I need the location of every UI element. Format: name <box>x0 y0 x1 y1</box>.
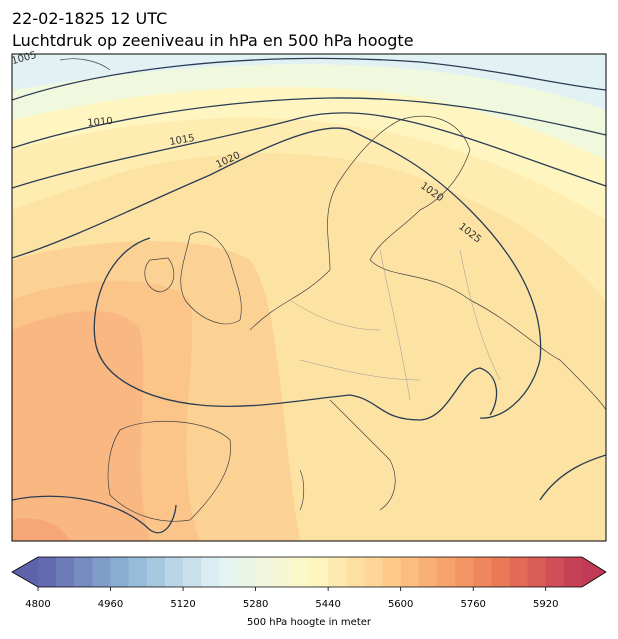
coastline <box>180 231 242 325</box>
height-fill <box>12 311 150 541</box>
isobar <box>12 97 606 149</box>
coastline <box>249 116 606 411</box>
colorbar-tick-label: 5280 <box>243 599 268 610</box>
height-fill <box>12 54 606 160</box>
contour-label: 1010 <box>87 116 113 129</box>
colorbar-cell <box>128 557 148 587</box>
colorbar-cell <box>418 557 438 587</box>
colorbar-cell <box>273 557 293 587</box>
colorbar-cell <box>74 557 93 587</box>
colorbar-cell <box>56 557 75 587</box>
colorbar-cell <box>310 557 329 587</box>
colorbar-cell <box>436 557 456 587</box>
isobar <box>93 237 498 421</box>
colorbar-label: 500 hPa hoogte in meter <box>247 617 372 628</box>
colorbar-cell <box>364 557 384 587</box>
colorbar-cell <box>527 557 547 587</box>
colorbar-cell <box>255 557 275 587</box>
colorbar-tick-label: 4800 <box>25 599 50 610</box>
colorbar-cell <box>382 557 402 587</box>
colorbar-tick-label: 4960 <box>98 599 123 610</box>
map-title: Luchtdruk op zeeniveau in hPa en 500 hPa… <box>12 31 414 50</box>
date-title: 22-02-1825 12 UTC <box>12 9 167 28</box>
colorbar-tick-label: 5600 <box>388 599 413 610</box>
map-frame <box>11 53 607 542</box>
colorbar-cell <box>400 557 420 587</box>
isobar <box>12 57 606 101</box>
colorbar-extend-low <box>12 557 38 587</box>
isobar <box>12 495 177 534</box>
contour-label: 1015 <box>169 133 196 148</box>
colorbar-cell <box>146 557 166 587</box>
colorbar-tick-label: 5760 <box>460 599 485 610</box>
colorbar-tick-label: 5920 <box>533 599 558 610</box>
coastline <box>329 399 396 511</box>
colorbar-cell <box>473 557 492 587</box>
border <box>289 249 501 401</box>
coastline <box>59 58 305 511</box>
colorbar-cell <box>92 557 112 587</box>
isobar <box>12 127 542 419</box>
colorbar-cell <box>183 557 202 587</box>
colorbar-cell <box>455 557 474 587</box>
colorbar-cell <box>201 557 220 587</box>
colorbar-extend-high <box>582 557 606 587</box>
colorbar: 4800 4960 5120 5280 5440 5600 5760 5920 500 hPa … <box>11 556 607 628</box>
isobar <box>12 112 606 189</box>
colorbar-cell <box>491 557 510 587</box>
height-fill <box>12 518 70 541</box>
map-area <box>12 54 606 541</box>
colorbar-cell <box>38 557 57 587</box>
colorbar-tick-label: 5440 <box>315 599 340 610</box>
coastline <box>144 257 175 293</box>
colorbar-cell <box>328 557 347 587</box>
colorbar-cell <box>509 557 529 587</box>
colorbar-cell <box>545 557 565 587</box>
colorbar-cell <box>291 557 311 587</box>
colorbar-cell <box>110 557 130 587</box>
colorbar-cell <box>237 557 257 587</box>
colorbar-cell <box>164 557 184 587</box>
colorbar-cell <box>346 557 365 587</box>
colorbar-tick-label: 5120 <box>170 599 195 610</box>
coastline <box>107 420 231 522</box>
colorbar-cell <box>563 557 583 587</box>
isobar <box>539 454 606 501</box>
colorbar-cell <box>219 557 238 587</box>
